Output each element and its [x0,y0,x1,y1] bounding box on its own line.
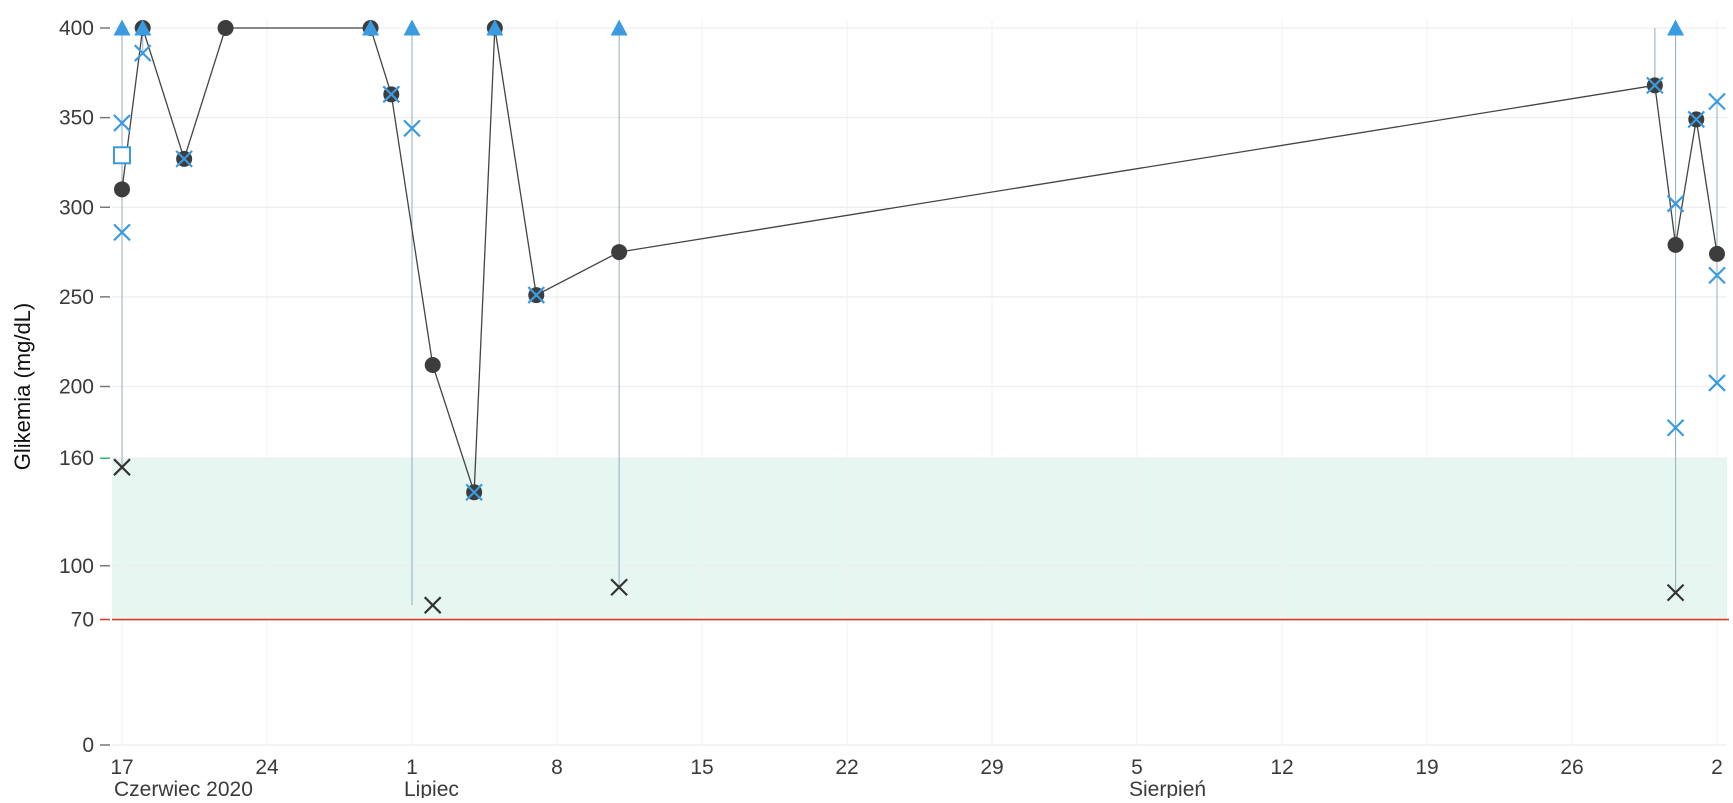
glucose-trend-line [121,27,1718,493]
x-tick-label: 29 [980,756,1003,779]
sensor-reading-cross [465,483,483,502]
month-label: Sierpień [1129,778,1206,798]
y-tick-label: 0 [82,734,94,757]
x-tick-label: 17 [110,756,133,779]
y-tick-label: 100 [59,555,94,578]
month-label: Czerwiec 2020 [114,778,253,798]
grid-layer [112,20,1727,746]
min-reading-cross [113,458,131,476]
sensor-reading-cross [1666,194,1685,213]
min-reading-cross [423,596,442,614]
y-tick-label: 400 [59,17,94,40]
x-tick-label: 15 [690,756,713,779]
y-tick-label: 160 [59,447,94,470]
sensor-reading-cross [1708,92,1726,111]
x-tick-label: 2 [1711,756,1723,779]
sensor-reading-cross [1666,418,1685,437]
y-axis-ticks: 0 70 100 160 200 250 300 350 400 [59,17,110,757]
y-tick-label: 350 [59,107,94,130]
month-labels: Czerwiec 2020 Lipiec Sierpień [114,778,1206,801]
target-band-layer [112,458,1727,620]
x-tick-label: 22 [835,756,858,779]
glucose-reading-point [1667,236,1684,253]
x-tick-label: 1 [406,756,418,779]
min-reading-cross [1666,583,1685,602]
sensor-reading-cross [1646,76,1664,95]
manual-reading-square [113,146,131,165]
y-tick-label: 250 [59,286,94,309]
data-marks-layer [113,19,1726,614]
glucose-reading-point [424,356,441,373]
glucose-reading-point [217,20,234,36]
high-reading-triangle [134,19,152,36]
x-tick-label: 19 [1415,756,1438,779]
sensor-reading-cross [527,286,546,304]
x-tick-label: 12 [1270,756,1293,779]
y-tick-label: 200 [59,376,94,399]
min-reading-cross [610,578,628,597]
target-range-band [112,458,1727,620]
high-reading-triangle [403,19,421,36]
sensor-reading-cross [1687,110,1706,129]
sensor-reading-cross [175,150,193,168]
sensor-reading-cross [133,44,152,62]
x-tick-label: 26 [1560,756,1583,779]
x-axis-ticks: 17 24 1 8 15 22 29 5 12 19 26 2 [110,756,1723,779]
glucose-reading-point [611,244,628,261]
x-tick-label: 5 [1131,756,1143,779]
x-tick-label: 24 [255,756,279,779]
sensor-reading-cross [382,85,401,104]
sensor-reading-cross [1708,266,1726,285]
y-tick-label: 300 [59,196,94,219]
high-reading-triangle [113,19,131,36]
x-tick-label: 8 [551,756,563,779]
high-reading-triangle [1667,19,1685,36]
high-reading-triangle [362,19,380,36]
high-reading-triangle [610,19,628,36]
y-tick-label: 70 [71,609,94,632]
glucose-reading-point [114,181,130,198]
sensor-reading-cross [113,114,131,132]
high-reading-triangle [486,19,504,36]
series-lines-layer [121,27,1718,493]
sensor-reading-cross [1708,374,1726,392]
month-label: Lipiec [404,778,459,798]
y-axis-title: Glikemia (mg/dL) [10,303,35,470]
sensor-reading-cross [403,119,421,138]
sensor-reading-cross [113,223,131,242]
glucose-reading-point [1709,245,1725,262]
